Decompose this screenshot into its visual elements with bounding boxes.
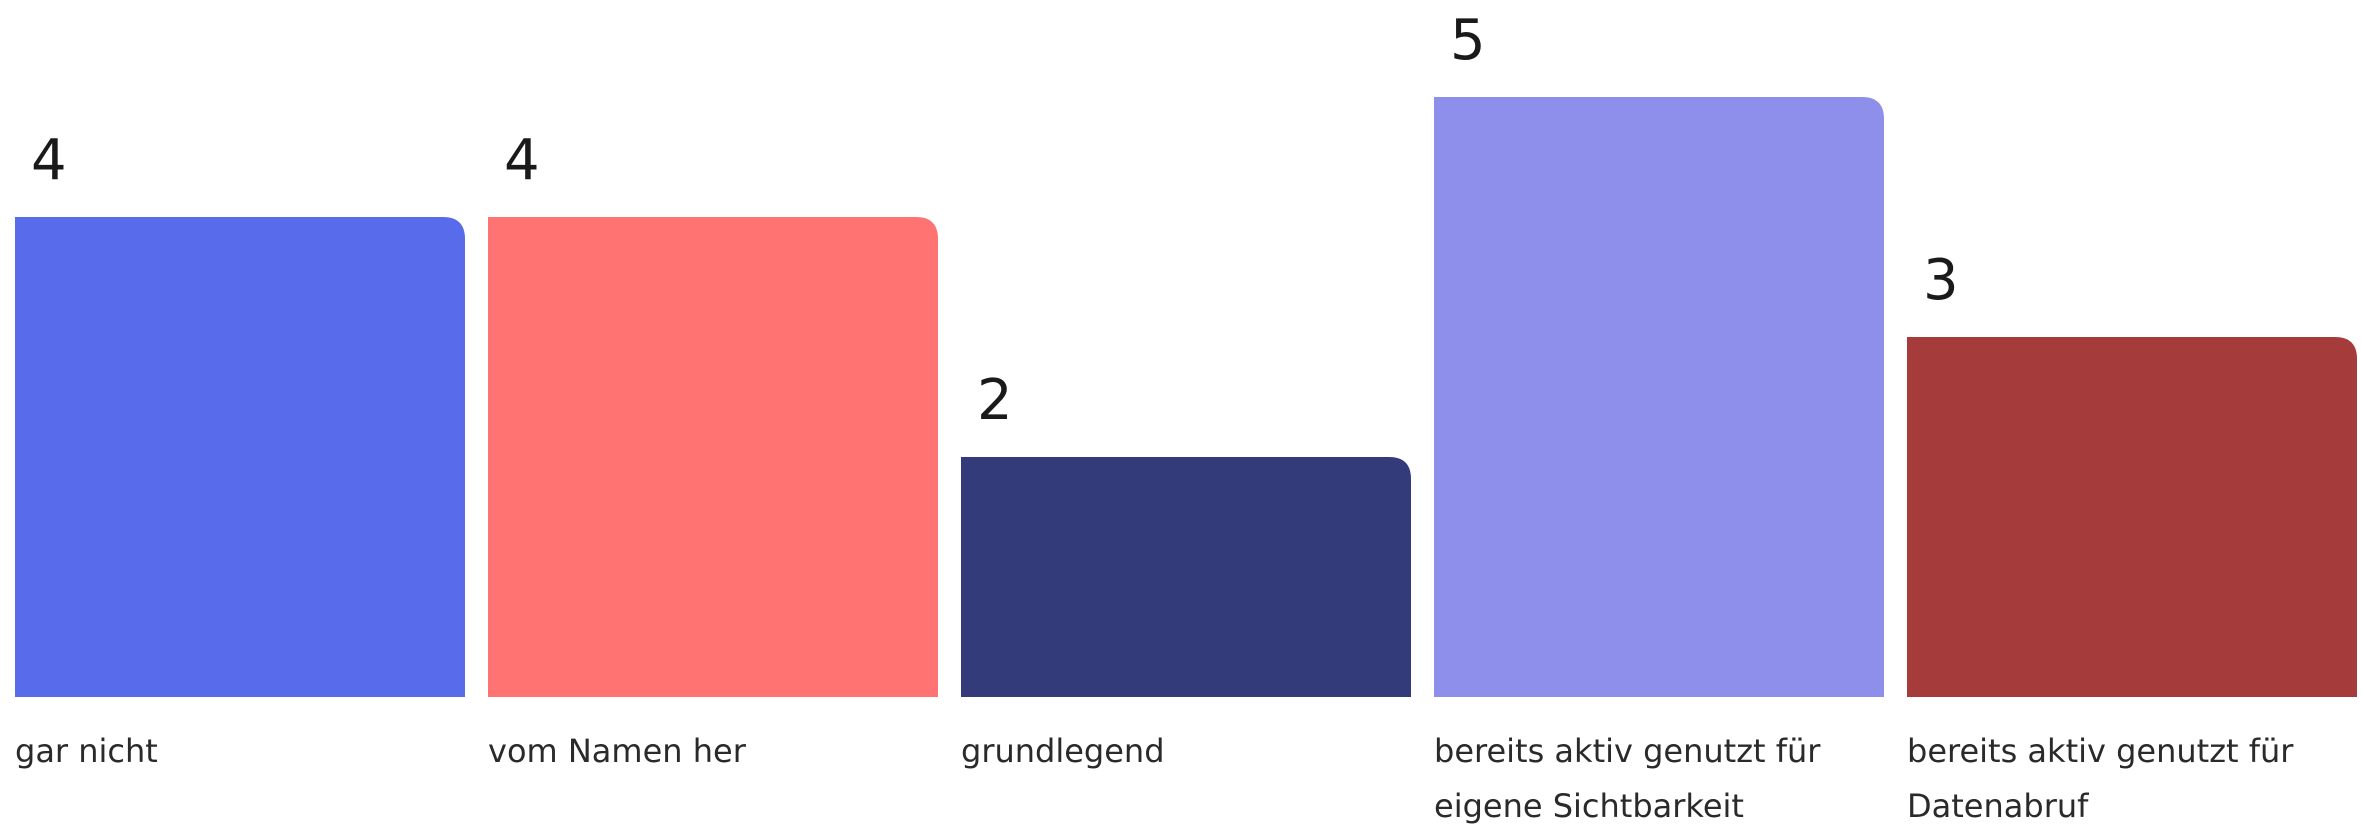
- bar: [488, 217, 938, 697]
- bar-value-label: 2: [977, 368, 1013, 433]
- category-label-line: grundlegend: [961, 732, 1165, 770]
- category-label-line: Datenabruf: [1907, 787, 2089, 825]
- bar: [1907, 337, 2357, 697]
- bar-value-label: 4: [31, 128, 67, 193]
- bar: [1434, 97, 1884, 697]
- category-label-line: eigene Sichtbarkeit: [1434, 787, 1744, 825]
- category-label: bereits aktiv genutzt für eigene Sichtbar…: [1434, 732, 1821, 825]
- category-label: vom Namen her: [488, 732, 747, 770]
- category-label: grundlegend: [961, 732, 1165, 770]
- bar-value-label: 5: [1450, 8, 1486, 73]
- bar: [961, 457, 1411, 697]
- bar-value-label: 3: [1923, 248, 1959, 313]
- bar-value-label: 4: [504, 128, 540, 193]
- category-label-line: bereits aktiv genutzt für: [1434, 732, 1821, 770]
- category-label: bereits aktiv genutzt für Datenabruf: [1907, 732, 2294, 825]
- category-label: gar nicht: [15, 732, 158, 770]
- category-label-line: vom Namen her: [488, 732, 747, 770]
- category-label-line: gar nicht: [15, 732, 158, 770]
- bar: [15, 217, 465, 697]
- category-label-line: bereits aktiv genutzt für: [1907, 732, 2294, 770]
